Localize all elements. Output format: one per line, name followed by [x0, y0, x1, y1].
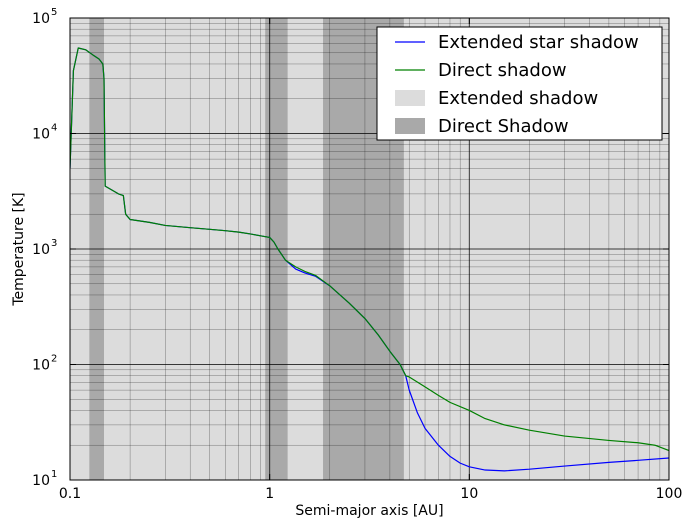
x-axis-title: Semi-major axis [AU] [295, 503, 443, 519]
y-tick-label-exponent: 5 [51, 7, 57, 18]
legend-label: Direct shadow [438, 60, 567, 81]
y-tick-label-base: 10 [32, 242, 50, 258]
legend: Extended star shadow Direct shadow Extende… [376, 26, 663, 141]
legend-patch-swatch [395, 90, 425, 106]
legend-label: Direct Shadow [438, 116, 569, 137]
x-tick-label: 0.1 [59, 486, 81, 502]
x-tick-labels: 0.1 1 10 100 [59, 486, 683, 502]
x-tick-label: 100 [656, 486, 683, 502]
series-line-1 [70, 47, 669, 452]
y-tick-label-base: 10 [32, 11, 50, 27]
y-tick-label-exponent: 2 [51, 354, 57, 365]
y-tick-label: 101 [32, 469, 57, 489]
y-tick-label-exponent: 4 [51, 123, 57, 134]
y-tick-label: 105 [32, 7, 57, 27]
y-tick-label-exponent: 1 [51, 469, 57, 480]
y-tick-label-exponent: 3 [51, 238, 57, 249]
legend-label: Extended shadow [438, 88, 598, 109]
x-tick-label: 1 [265, 486, 274, 502]
y-tick-label: 102 [32, 354, 57, 374]
series-lines [70, 47, 669, 472]
y-axis-title: Temperature [K] [11, 192, 27, 306]
y-tick-label-base: 10 [32, 127, 50, 143]
x-tick-label: 10 [460, 486, 478, 502]
y-tick-label-base: 10 [32, 473, 50, 489]
axis-ticks [69, 17, 670, 481]
y-tick-label: 103 [32, 238, 57, 258]
legend-label: Extended star shadow [438, 32, 639, 53]
legend-patch-swatch [395, 118, 425, 134]
y-tick-label-base: 10 [32, 358, 50, 374]
y-tick-label: 104 [32, 123, 57, 143]
